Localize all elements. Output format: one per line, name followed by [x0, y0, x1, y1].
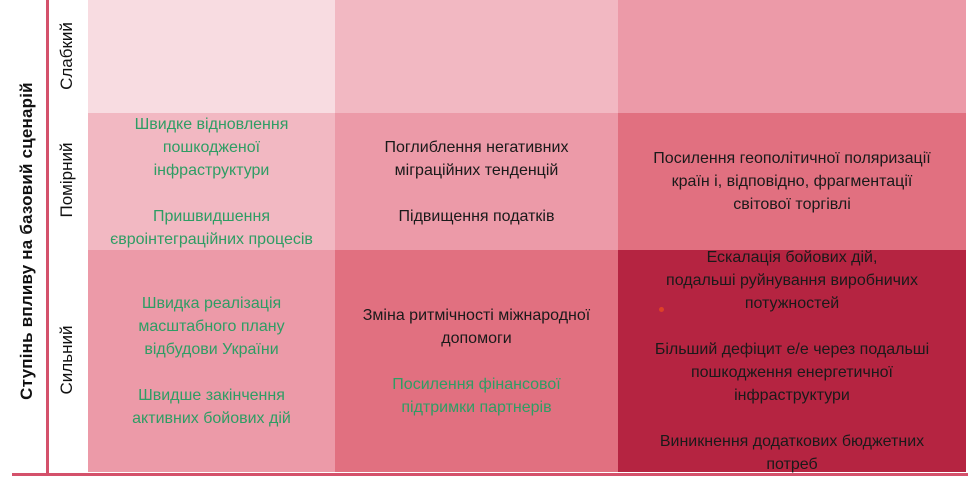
matrix-grid: Швидке відновлення пошкодженої інфрастру…	[88, 0, 966, 473]
matrix-item: Посилення фінансової підтримки партнерів	[392, 375, 561, 416]
y-axis-title: Ступінь впливу на базовий сценарій	[17, 82, 36, 400]
y-axis-line	[46, 0, 49, 475]
row-label-moderate: Помірний	[57, 142, 76, 218]
matrix-item: Швидка реалізація масштабного плану відб…	[138, 295, 285, 358]
matrix-cell-weak-col1	[88, 0, 335, 113]
matrix-cell-moderate-col2: Поглиблення негативних міграційних тенде…	[335, 113, 618, 250]
matrix-cell-weak-col2	[335, 0, 618, 113]
matrix-cell-strong-col1: Швидка реалізація масштабного плану відб…	[88, 250, 335, 472]
matrix-item: Більший дефіцит е/е через подальші пошко…	[654, 341, 930, 404]
matrix-cell-moderate-col3: Посилення геополітичної поляризації краї…	[618, 113, 966, 250]
matrix-cell-strong-col3: Ескалація бойових дій, подальші руйнуван…	[618, 249, 966, 473]
matrix-cell-moderate-col1: Швидке відновлення пошкодженої інфрастру…	[88, 113, 335, 250]
matrix-item: Підвищення податків	[398, 207, 555, 225]
matrix-cell-weak-col3	[618, 0, 966, 113]
matrix-cell-strong-col2: Зміна ритмічності міжнародної допомоги П…	[335, 250, 618, 472]
stray-bullet-dot	[659, 307, 664, 312]
row-label-strong: Сильний	[57, 325, 76, 395]
matrix-item: Поглиблення негативних міграційних тенде…	[384, 138, 569, 179]
matrix-item: Ескалація бойових дій, подальші руйнуван…	[666, 249, 918, 312]
matrix-item: Виникнення додаткових бюджетних потреб	[659, 433, 925, 473]
matrix-item: Пришвидшення євроінтеграційних процесів	[110, 207, 313, 248]
row-label-weak: Слабкий	[57, 22, 76, 90]
matrix-item: Швидке відновлення пошкодженої інфрастру…	[134, 115, 289, 179]
matrix-item: Швидше закінчення активних бойових дій	[132, 387, 291, 427]
matrix-item: Посилення геополітичної поляризації краї…	[653, 150, 931, 213]
matrix-item: Зміна ритмічності міжнародної допомоги	[362, 306, 591, 347]
x-axis-line	[12, 473, 968, 476]
